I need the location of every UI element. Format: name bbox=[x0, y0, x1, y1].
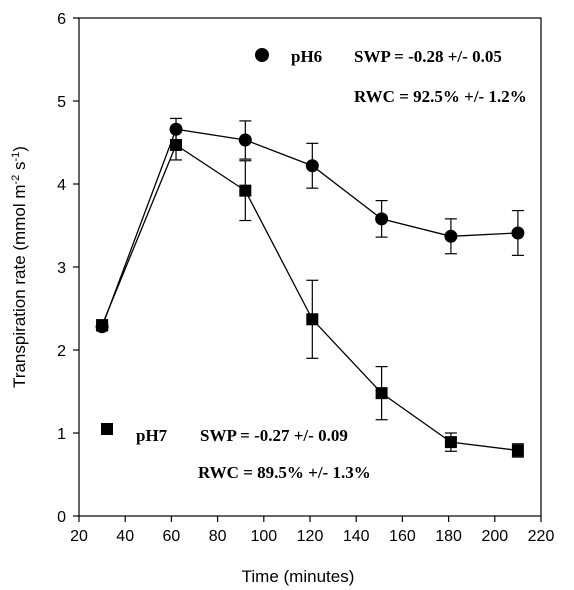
legend-ph6-marker bbox=[255, 48, 269, 62]
data-point bbox=[444, 229, 458, 243]
x-tick-label: 180 bbox=[435, 528, 462, 545]
series-ph6 bbox=[95, 117, 525, 334]
x-tick-label: 80 bbox=[209, 528, 227, 545]
series-ph6-line bbox=[101, 128, 518, 327]
ph6-rwc-annotation: RWC = 92.5% +/- 1.2% bbox=[354, 87, 527, 106]
x-tick-label: 100 bbox=[250, 528, 277, 545]
data-point bbox=[511, 226, 525, 240]
y-tick-label: 6 bbox=[57, 11, 66, 28]
x-tick-label: 120 bbox=[297, 528, 324, 545]
ticks: 20 40 60 80 100 120 140 160 180 200 220 0 1 2 3 4 5 6 bbox=[57, 11, 554, 545]
series-ph7-line bbox=[101, 144, 518, 452]
data-point bbox=[305, 159, 319, 173]
y-axis-label-end: ) bbox=[10, 146, 29, 152]
data-point bbox=[511, 444, 524, 457]
legend-ph6-label: pH6 bbox=[291, 47, 322, 66]
data-point bbox=[375, 212, 389, 226]
x-tick-label: 60 bbox=[163, 528, 181, 545]
data-point bbox=[306, 313, 319, 326]
data-point bbox=[239, 184, 252, 197]
y-tick-label: 0 bbox=[57, 509, 66, 526]
ph7-swp-annotation: SWP = -0.27 +/- 0.09 bbox=[200, 426, 348, 445]
y-axis-label-sup1: -2 bbox=[10, 175, 22, 185]
ph6-swp-annotation: SWP = -0.28 +/- 0.05 bbox=[354, 47, 502, 66]
y-axis-label-main: Transpiration rate (mmol m bbox=[10, 185, 29, 388]
legend-ph7-marker bbox=[101, 423, 113, 435]
x-tick-label: 220 bbox=[528, 528, 555, 545]
data-point bbox=[375, 387, 388, 400]
data-point bbox=[96, 319, 109, 332]
data-point bbox=[170, 138, 183, 151]
data-point bbox=[444, 436, 457, 449]
legend-ph7-label: pH7 bbox=[136, 426, 168, 445]
series-ph7 bbox=[96, 129, 524, 458]
y-tick-label: 3 bbox=[57, 260, 66, 277]
data-point bbox=[169, 122, 183, 136]
y-axis-label-sup2: -1 bbox=[10, 152, 22, 162]
y-axis-label-mid: s bbox=[10, 162, 29, 175]
x-tick-label: 40 bbox=[116, 528, 134, 545]
y-axis-label: Transpiration rate (mmol m-2 s-1) bbox=[10, 146, 29, 388]
data-point bbox=[238, 133, 252, 147]
y-tick-label: 1 bbox=[57, 426, 66, 443]
y-tick-label: 2 bbox=[57, 343, 66, 360]
x-tick-label: 200 bbox=[481, 528, 508, 545]
x-tick-label: 160 bbox=[389, 528, 416, 545]
y-tick-label: 5 bbox=[57, 94, 66, 111]
y-tick-label: 4 bbox=[57, 177, 66, 194]
x-tick-label: 140 bbox=[343, 528, 370, 545]
x-axis-label: Time (minutes) bbox=[242, 567, 355, 586]
x-tick-label: 20 bbox=[70, 528, 88, 545]
series-layer bbox=[95, 117, 525, 458]
ph7-rwc-annotation: RWC = 89.5% +/- 1.3% bbox=[198, 463, 371, 482]
